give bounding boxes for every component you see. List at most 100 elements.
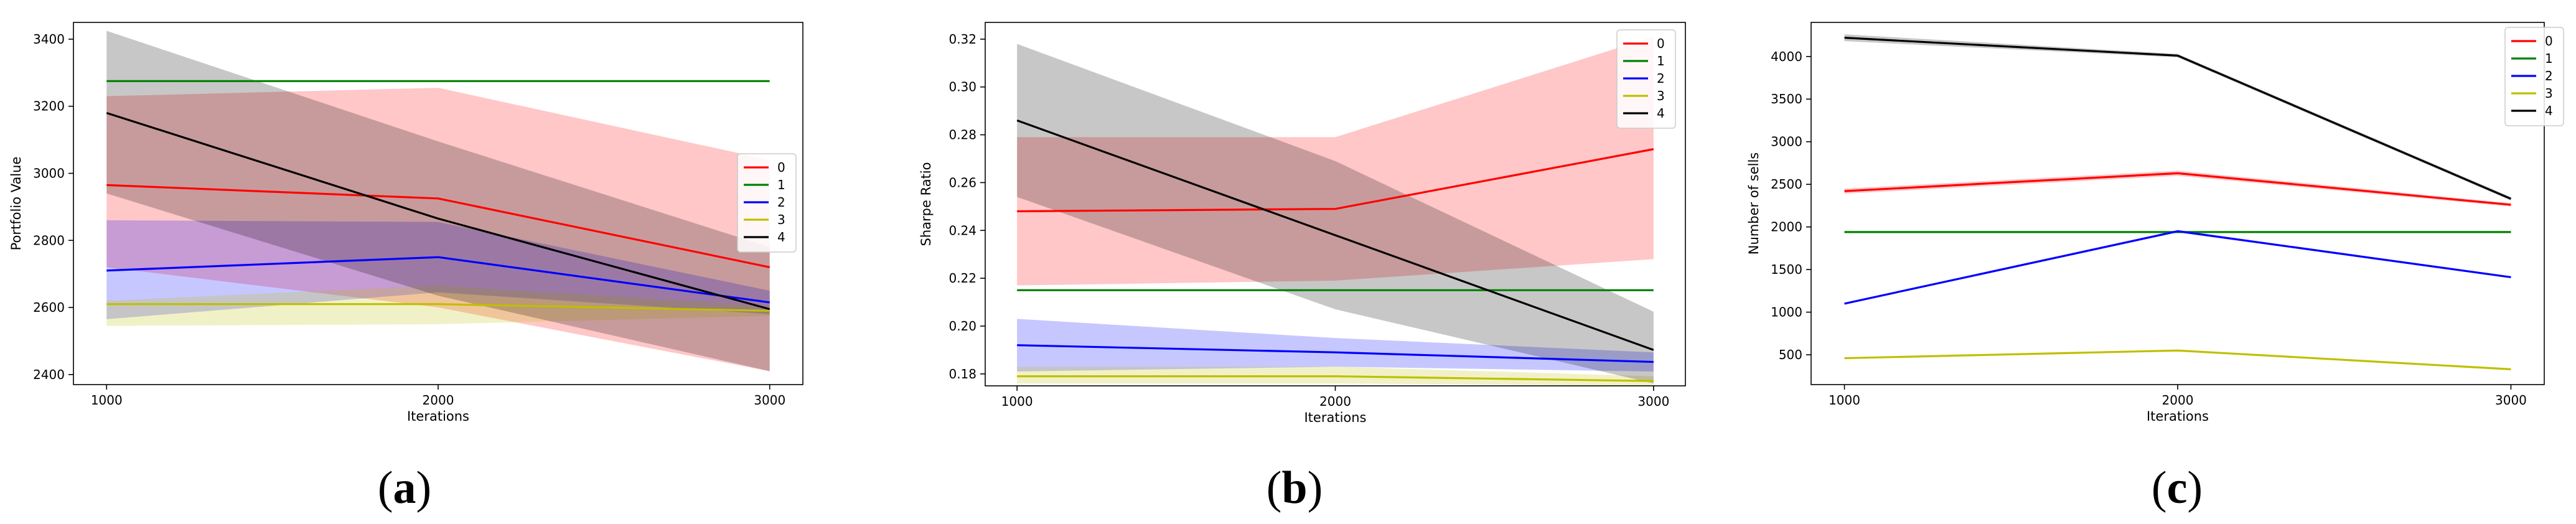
x-tick-label: 2000	[423, 393, 454, 408]
chart-panel-b: 1000 2000 3000 0.18 0.20 0.22 0.24 0.26 0.28 0.30…	[865, 0, 1724, 524]
chart-b-svg: 1000 2000 3000 0.18 0.20 0.22 0.24 0.26 0.28 0.30…	[919, 22, 1686, 513]
legend-label-4: 4	[2545, 103, 2553, 118]
y-axis-label: Portfolio Value	[9, 157, 24, 251]
y-tick-label: 0.32	[948, 32, 977, 47]
legend-label-3: 3	[2545, 86, 2553, 101]
x-tick-label: 3000	[1637, 394, 1669, 409]
y-tick-label: 3000	[1771, 134, 1802, 149]
series-0-band	[1017, 37, 1654, 286]
confidence-bands	[1844, 34, 2511, 370]
series-3-band	[106, 286, 770, 326]
series-4-line	[1844, 37, 2512, 200]
x-tick-label: 1000	[1001, 394, 1033, 409]
x-tick-label: 2000	[1319, 394, 1351, 409]
x-axis-label: Iterations	[1304, 410, 1366, 425]
panel-label-close-paren: )	[416, 462, 432, 513]
y-tick-label: 4000	[1771, 49, 1802, 64]
legend-label-3: 3	[1657, 88, 1665, 103]
panel-label: (b)	[1267, 462, 1323, 513]
y-tick-label: 3400	[33, 32, 65, 47]
series-2-band	[106, 220, 770, 319]
y-tick-label: 1500	[1771, 262, 1802, 277]
confidence-bands	[106, 30, 770, 372]
confidence-bands	[1017, 37, 1654, 386]
series-lines	[1016, 119, 1654, 382]
legend-label-0: 0	[2545, 34, 2553, 49]
y-axis-label: Number of sells	[1746, 152, 1761, 255]
y-tick-label: 0.28	[948, 128, 977, 143]
chart-panel-c: 1000 2000 3000 500 1000 1500 2000 2500 3000 3500 4…	[1724, 0, 2576, 524]
y-tick-label: 1000	[1771, 305, 1802, 320]
series-0-line	[1017, 148, 1654, 213]
legend-label-3: 3	[777, 212, 785, 227]
series-0-band	[1844, 171, 2511, 207]
series-3-line	[1017, 375, 1654, 382]
panel-label-close-paren: )	[2187, 462, 2203, 513]
panel-label-letter: c	[2167, 462, 2188, 513]
legend-label-0: 0	[777, 160, 785, 175]
panel-label-open-paren: (	[1267, 462, 1282, 513]
y-tick-label: 0.20	[948, 319, 977, 334]
y-tick-label: 0.30	[948, 80, 977, 95]
x-axis-label: Iterations	[407, 409, 469, 424]
legend: 0 1 2 3 4	[737, 153, 797, 253]
series-0-line	[106, 184, 770, 268]
y-tick-label: 0.22	[948, 271, 977, 286]
x-tick-label: 3000	[2495, 393, 2527, 408]
series-0-band	[106, 88, 770, 372]
x-tick-label: 1000	[1829, 393, 1860, 408]
series-lines	[106, 80, 770, 312]
legend-label-4: 4	[1657, 106, 1665, 121]
series-2-line	[1844, 230, 2511, 305]
series-4-line	[106, 111, 770, 311]
series-3-line	[106, 303, 770, 312]
chart-c-svg: 1000 2000 3000 500 1000 1500 2000 2500 3000 3500 4…	[1746, 22, 2564, 513]
y-tick-label: 2400	[33, 367, 65, 382]
y-tick-label: 2500	[1771, 177, 1802, 192]
x-tick-label: 1000	[91, 393, 123, 408]
series-lines	[1844, 37, 2512, 370]
y-tick-label: 500	[1779, 347, 1802, 362]
panel-label-letter: b	[1281, 462, 1307, 513]
legend-label-1: 1	[1657, 54, 1665, 68]
y-tick-label: 3200	[33, 99, 65, 114]
panel-label-close-paren: )	[1308, 462, 1323, 513]
panel-label-open-paren: (	[2152, 462, 2167, 513]
series-2-band	[1017, 319, 1654, 372]
series-4-line	[1016, 119, 1654, 351]
x-tick-label: 2000	[2162, 393, 2194, 408]
legend: 0 1 2 3 4	[1616, 29, 1676, 129]
series-3-line	[1844, 349, 2511, 370]
panel-label-letter: a	[393, 462, 416, 513]
panel-label: (c)	[2152, 462, 2203, 513]
legend-label-2: 2	[777, 195, 785, 210]
series-3-band	[1844, 350, 2511, 370]
y-tick-label: 2000	[1771, 220, 1802, 235]
series-2-line	[1017, 344, 1654, 363]
y-tick-label: 0.18	[948, 367, 977, 381]
series-4-band	[106, 30, 770, 372]
legend: 0 1 2 3 4	[2504, 27, 2564, 126]
legend-label-1: 1	[777, 177, 785, 192]
y-tick-label: 0.26	[948, 175, 977, 190]
series-4-band	[1017, 44, 1654, 384]
chart-panel-a: 1000 2000 3000 2400 2600 2800 3000 3200 3400 Iter…	[0, 0, 859, 524]
legend-label-1: 1	[2545, 51, 2553, 66]
y-tick-label: 0.24	[948, 223, 977, 238]
panel-label: (a)	[378, 462, 431, 513]
y-tick-label: 2800	[33, 233, 65, 248]
legend-label-4: 4	[777, 230, 785, 245]
panel-label-open-paren: (	[378, 462, 393, 513]
series-0-line	[1844, 172, 2511, 206]
y-tick-label: 3500	[1771, 91, 1802, 106]
x-axis-label: Iterations	[2147, 409, 2209, 424]
x-tick-label: 3000	[754, 393, 785, 408]
plot-frame	[1810, 22, 2545, 385]
chart-a-svg: 1000 2000 3000 2400 2600 2800 3000 3200 3400 Iter…	[9, 22, 803, 513]
legend-label-0: 0	[1657, 36, 1665, 51]
y-tick-label: 3000	[33, 166, 65, 181]
y-axis-label: Sharpe Ratio	[919, 162, 934, 246]
series-2-band	[1844, 230, 2511, 305]
series-2-line	[106, 256, 770, 304]
legend-label-2: 2	[2545, 68, 2553, 83]
